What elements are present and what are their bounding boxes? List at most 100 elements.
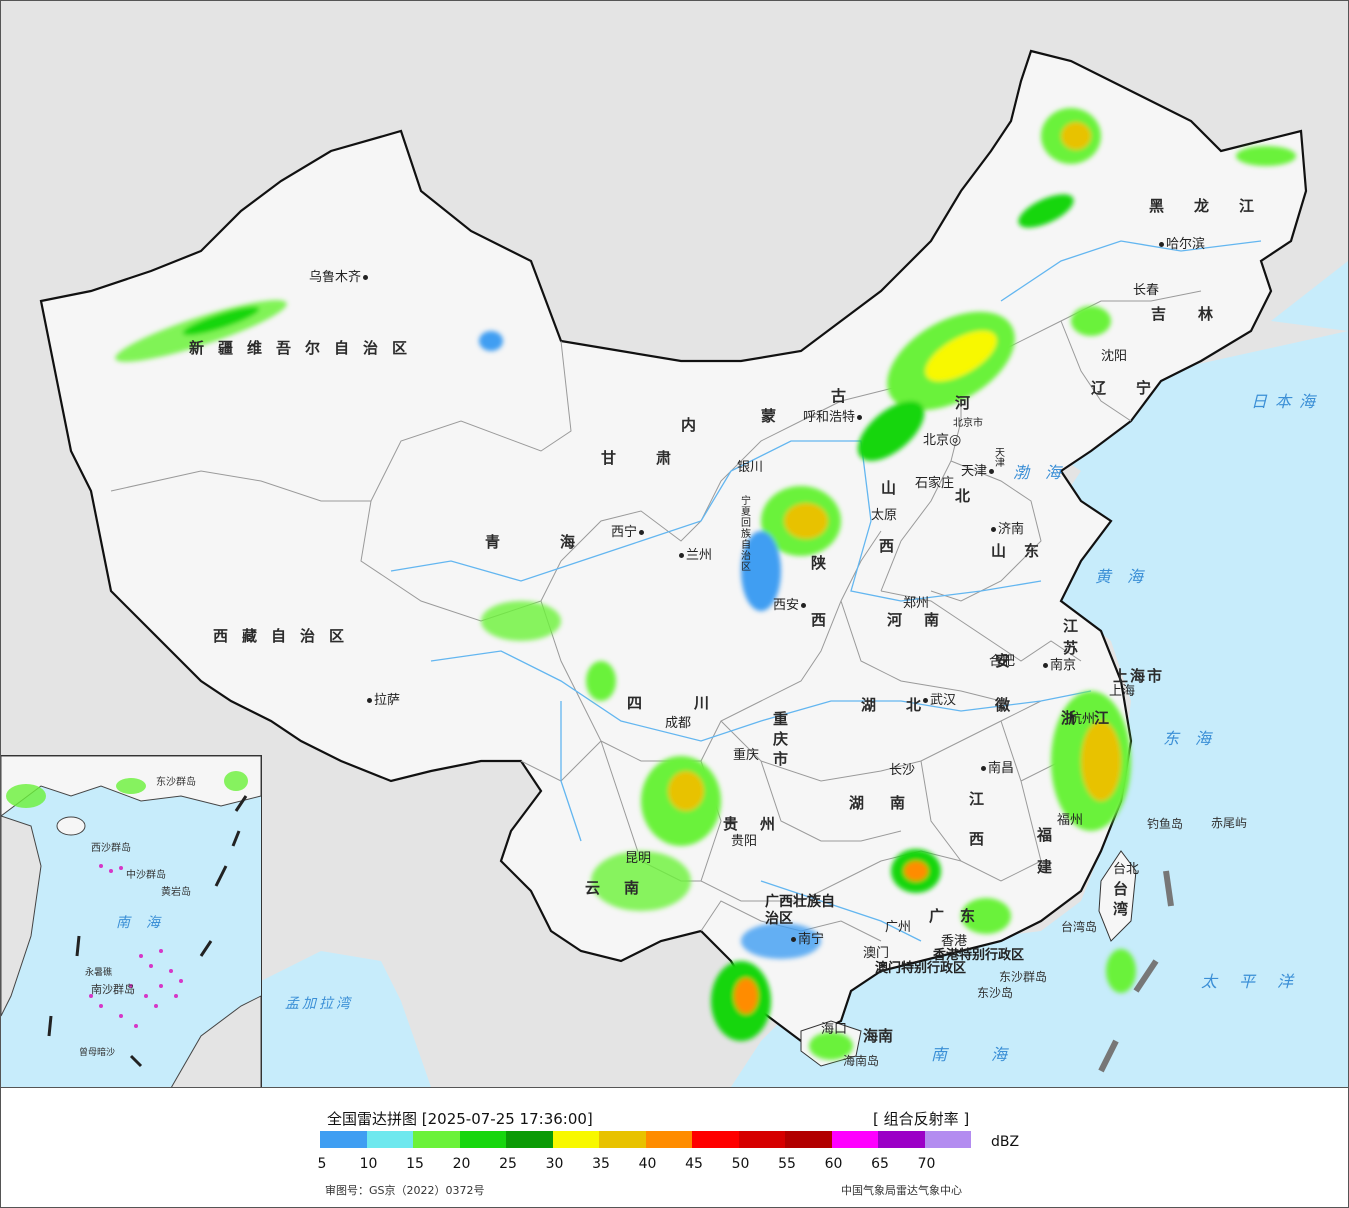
label-hk: 香港特别行政区 <box>933 948 1025 963</box>
sea-donghai: 东海 <box>1163 729 1228 748</box>
city-hangzhou: 杭州 <box>1069 712 1096 727</box>
label-ningxia: 宁夏回族自治区 <box>741 496 751 573</box>
label-gansu: 甘肃 <box>601 449 712 467</box>
legend-swatch <box>506 1131 553 1148</box>
island-diaoyu: 钓鱼岛 <box>1147 817 1184 831</box>
label-hebei-2: 北 <box>955 487 985 505</box>
label-neimenggu-2: 蒙 <box>761 407 791 425</box>
label-xinjiang: 新疆维吾尔自治区 <box>189 339 422 357</box>
city-changchun: 长春 <box>1133 283 1160 298</box>
product-name: [ 组合反射率 ] <box>873 1110 970 1128</box>
legend-swatch <box>738 1131 785 1148</box>
city-zhengzhou: 郑州 <box>903 596 930 611</box>
legend-tick-label: 45 <box>685 1156 703 1172</box>
city-xining: 西宁 <box>611 526 646 539</box>
sea-bohai: 渤海 <box>1013 463 1078 482</box>
label-shaanxi-2: 西 <box>811 611 841 629</box>
city-yinchuan: 银川 <box>737 460 764 475</box>
city-shenyang: 沈阳 <box>1101 349 1128 364</box>
label-henan: 河南 <box>887 611 962 629</box>
label-qinghai: 青海 <box>485 533 636 551</box>
label-shaanxi-1: 陕 <box>811 554 841 572</box>
province-borders <box>110 290 1202 942</box>
label-yunnan: 云南 <box>585 879 664 897</box>
label-neimenggu-1: 内 <box>681 416 711 434</box>
legend-tick-label: 40 <box>638 1156 657 1172</box>
legend-swatch <box>599 1131 646 1148</box>
label-shanxi-1: 山 <box>881 479 911 497</box>
legend-swatch <box>831 1131 878 1148</box>
city-hongkong: 香港 <box>941 934 968 949</box>
label-liaoning: 辽宁 <box>1091 379 1182 397</box>
legend-tick-label: 15 <box>406 1156 424 1172</box>
island-dongsha-dao: 东沙岛 <box>977 986 1014 1000</box>
inset-label-dongsha: 东沙群岛 <box>156 777 196 788</box>
review-number: 审图号：GS京（2022）0372号 <box>325 1184 485 1197</box>
legend-swatch <box>785 1131 832 1148</box>
city-nanjing: 南京 <box>1041 659 1076 672</box>
legend-swatch <box>320 1131 367 1148</box>
inset-label-huangyan: 黄岩岛 <box>161 887 191 898</box>
city-lanzhou: 兰州 <box>677 549 712 562</box>
inset-label-nansha: 南沙群岛 <box>91 983 135 996</box>
legend-tick-label: 60 <box>824 1156 843 1172</box>
maritime-boundary-lines <box>1098 870 1174 1073</box>
label-guangdong: 广东 <box>929 907 992 925</box>
legend-swatch <box>552 1131 599 1148</box>
label-sichuan: 四川 <box>627 694 762 712</box>
unit-label: dBZ <box>991 1134 1020 1150</box>
city-hohhot: 呼和浩特 <box>803 411 864 424</box>
city-taipei: 台北 <box>1113 862 1140 877</box>
legend-tick-label: 30 <box>545 1156 564 1172</box>
inset-label-zhongsha: 中沙群岛 <box>126 870 166 881</box>
city-kunming: 昆明 <box>625 851 652 866</box>
legend-tick-label: 55 <box>778 1156 796 1172</box>
rivers <box>390 240 1262 942</box>
label-guizhou: 贵州 <box>723 815 798 833</box>
city-lhasa: 拉萨 <box>365 694 400 707</box>
legend-swatch <box>878 1131 925 1148</box>
sea-japan: 日本海 <box>1251 392 1324 411</box>
label-heilongjiang: 黑龙江 <box>1149 197 1285 215</box>
island-taiwan-dao: 台湾岛 <box>1061 920 1098 934</box>
city-nanchang: 南昌 <box>979 762 1014 775</box>
label-macau: 澳门特别行政区 <box>875 961 967 976</box>
legend-tick-label: 25 <box>499 1156 517 1172</box>
city-chengdu: 成都 <box>665 716 692 731</box>
city-urumqi: 乌鲁木齐 <box>309 271 370 284</box>
city-guiyang: 贵阳 <box>731 834 758 849</box>
city-jinan: 济南 <box>989 523 1024 536</box>
sea-japan <box>1271 261 1348 331</box>
label-hainan: 海南 <box>863 1027 894 1045</box>
radar-echoes <box>115 108 1296 1060</box>
city-xian: 西安 <box>773 599 808 612</box>
city-guangzhou: 广州 <box>885 920 912 935</box>
city-shanghai: 上海 <box>1109 684 1136 699</box>
sea-nanhai: 南海 <box>931 1045 1052 1064</box>
legend-swatch <box>692 1131 739 1148</box>
city-harbin: 哈尔滨 <box>1157 238 1205 251</box>
label-beijing-shi: 北京市 <box>953 418 983 429</box>
city-changsha: 长沙 <box>889 763 916 778</box>
city-macau: 澳门 <box>863 946 890 961</box>
legend-tick-label: 50 <box>731 1156 750 1172</box>
legend-panel: 全国雷达拼图 [2025-07-25 17:36:00] [ 组合反射率 ] 5… <box>1 1088 1348 1207</box>
sea-bay-of-bengal: 孟加拉湾 <box>285 996 353 1012</box>
source-agency: 中国气象局雷达气象中心 <box>841 1184 962 1197</box>
legend-swatch <box>459 1131 506 1148</box>
color-scale-bar <box>320 1131 971 1148</box>
legend-tick-label: 70 <box>917 1156 936 1172</box>
label-hubei: 湖北 <box>861 696 952 714</box>
label-guangxi: 广西壮族自治区 <box>765 894 835 927</box>
label-shanxi-2: 西 <box>879 537 909 555</box>
legend-swatch <box>366 1131 413 1148</box>
legend-swatch <box>645 1131 692 1148</box>
island-chiwei: 赤尾屿 <box>1211 816 1248 830</box>
label-hunan: 湖南 <box>849 794 932 812</box>
city-wuhan: 武汉 <box>921 694 956 707</box>
city-nanning: 南宁 <box>789 933 824 946</box>
label-xizang: 西藏自治区 <box>213 627 359 645</box>
label-fujian: 福建 <box>1037 826 1053 876</box>
city-chongqing: 重庆 <box>733 748 760 763</box>
label-shanghai: 上海市 <box>1113 667 1165 685</box>
